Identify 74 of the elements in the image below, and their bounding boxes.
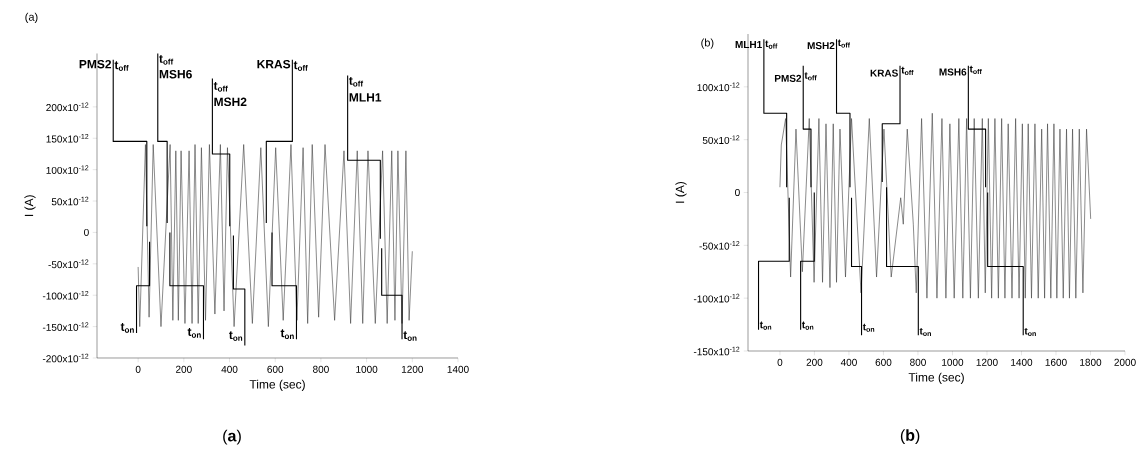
x-tick-label: 800 — [910, 358, 926, 366]
annotation: KRAS — [257, 59, 291, 69]
x-tick-label: 200 — [806, 358, 823, 366]
line-series — [137, 144, 413, 327]
line-series — [779, 112, 1091, 299]
x-tick-label: 600 — [875, 358, 892, 366]
annotation: MLH1 — [735, 41, 762, 49]
annotation: t$_{off}$ — [969, 65, 982, 75]
y-tick-label: -150x10$^{-12}$ — [693, 346, 740, 356]
annotation: t$_{off}$ — [213, 81, 228, 92]
y-tick-label: -100x10$^{-12}$ — [42, 290, 89, 300]
x-tick-label: 0 — [135, 365, 141, 373]
y-tick-label: 50x10$^{-12}$ — [51, 196, 89, 206]
annotation: t$_{on}$ — [229, 331, 243, 341]
annotation: t$_{on}$ — [120, 323, 134, 333]
annotation: t$_{off}$ — [293, 61, 308, 71]
text: (a) — [223, 429, 241, 445]
annotation: PMS2 — [774, 74, 802, 82]
y-tick-label: 50x10$^{-12}$ — [702, 135, 740, 144]
annotation: MSH6 — [939, 68, 967, 76]
chart-title: (b) — [701, 38, 714, 49]
x-tick-label: 0 — [777, 358, 783, 366]
annotation: t$_{off}$ — [901, 66, 914, 76]
annotation: MSH2 — [214, 97, 247, 107]
y-tick-label: 0 — [735, 188, 740, 197]
y-tick-label: -50x10$^{-12}$ — [48, 259, 89, 269]
x-tick-label: 1400 — [447, 365, 469, 373]
x-tick-label: 1400 — [1011, 358, 1033, 366]
annotation: t$_{on}$ — [919, 327, 931, 337]
annotation: t$_{off}$ — [159, 54, 174, 65]
y-axis-title: I (A) — [675, 181, 687, 203]
text: (b) — [900, 429, 920, 445]
annotation: MLH1 — [349, 93, 382, 102]
x-tick-label: 600 — [267, 365, 284, 373]
x-tick-label: 1000 — [356, 365, 378, 373]
annotation: t$_{on}$ — [403, 331, 417, 341]
y-tick-label: -50x10$^{-12}$ — [699, 241, 740, 250]
x-tick-label: 1800 — [1080, 358, 1102, 366]
annotation: t$_{off}$ — [804, 72, 817, 81]
x-axis-title: Time (sec) — [908, 372, 964, 384]
x-tick-label: 200 — [175, 365, 192, 373]
x-tick-label: 1200 — [401, 365, 424, 373]
annotation: KRAS — [870, 69, 898, 77]
x-tick-label: 2000 — [1114, 358, 1136, 366]
annotation: t$_{off}$ — [765, 40, 778, 49]
annotation: t$_{off}$ — [348, 76, 364, 87]
x-tick-label: 1600 — [1045, 358, 1067, 366]
annotation: t$_{on}$ — [187, 328, 201, 338]
x-tick-label: 1000 — [942, 358, 964, 366]
annotation: t$_{on}$ — [280, 329, 294, 339]
y-tick-label: 0 — [84, 228, 89, 236]
annotation: MSH6 — [159, 69, 192, 79]
y-tick-label: 100x10$^{-12}$ — [697, 82, 740, 92]
annotation: t$_{off}$ — [114, 61, 129, 71]
y-tick-label: 150x10$^{-12}$ — [46, 133, 89, 143]
x-tick-label: 1200 — [976, 358, 998, 366]
annotation: t$_{on}$ — [1024, 327, 1036, 337]
y-tick-label: 100x10$^{-12}$ — [46, 165, 89, 174]
annotation: t$_{on}$ — [759, 321, 772, 330]
x-tick-label: 800 — [313, 365, 329, 373]
annotation: MSH2 — [807, 42, 835, 50]
y-tick-label: -100x10$^{-12}$ — [693, 293, 740, 303]
y-tick-label: -150x10$^{-12}$ — [42, 322, 89, 331]
annotation: t$_{on}$ — [801, 321, 814, 330]
x-tick-label: 400 — [840, 358, 857, 366]
annotation: t$_{off}$ — [837, 39, 850, 48]
y-tick-label: -200x10$^{-12}$ — [42, 353, 89, 363]
x-axis-title: Time (sec) — [249, 379, 305, 391]
x-tick-label: 400 — [221, 365, 238, 373]
y-axis-title: I (A) — [24, 195, 36, 216]
annotation: PMS2 — [79, 59, 112, 69]
chart-title: (a) — [25, 12, 38, 23]
annotation: t$_{on}$ — [862, 323, 875, 332]
y-tick-label: 200x10$^{-12}$ — [46, 102, 89, 112]
